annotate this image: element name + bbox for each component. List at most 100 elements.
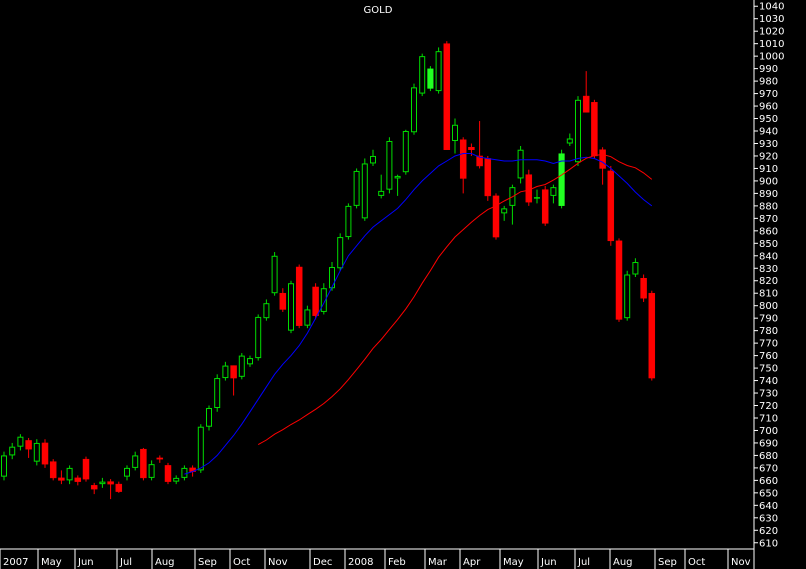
candle <box>632 258 639 277</box>
candle <box>58 470 65 485</box>
y-tick-label: 620 <box>759 526 778 537</box>
x-tick-label: Sep <box>198 557 217 568</box>
candle-body <box>173 477 180 482</box>
candle <box>140 447 147 481</box>
y-tick-label: 1010 <box>759 39 784 50</box>
candle-body <box>378 190 385 196</box>
candle-body <box>402 131 409 173</box>
x-tick-label: Aug <box>613 557 633 568</box>
candle <box>534 189 540 204</box>
candle <box>156 455 164 463</box>
y-tick-label: 690 <box>759 438 778 449</box>
candle-body <box>58 477 65 481</box>
x-tick-label: Jul <box>577 557 590 568</box>
y-tick-label: 820 <box>759 276 778 287</box>
candle <box>509 184 516 225</box>
candle-body <box>148 464 155 478</box>
candle-body <box>370 155 376 164</box>
candle-body <box>534 197 540 199</box>
y-tick-label: 920 <box>759 151 778 162</box>
candle-body <box>312 286 319 316</box>
candle-body <box>443 43 451 150</box>
y-tick-label: 1000 <box>759 52 784 63</box>
candle-body <box>25 440 32 450</box>
candle <box>295 264 303 329</box>
candle-body <box>435 51 442 92</box>
x-tick-label: Jun <box>540 557 557 568</box>
candle <box>435 47 442 94</box>
candle <box>66 465 73 485</box>
y-tick-label: 1040 <box>759 2 784 13</box>
candle-body <box>345 205 352 238</box>
candle-body <box>411 87 417 133</box>
candle-body <box>304 309 311 326</box>
candle <box>443 41 451 150</box>
candle-body <box>320 288 327 312</box>
candle <box>17 434 24 451</box>
y-tick-label: 910 <box>759 164 778 175</box>
candle-body <box>99 481 106 485</box>
candle <box>247 355 253 367</box>
candle-body <box>419 56 426 94</box>
candle-body <box>156 457 164 460</box>
y-tick-label: 780 <box>759 326 778 337</box>
candle <box>132 451 139 471</box>
y-tick-label: 970 <box>759 89 778 100</box>
candle <box>164 462 172 485</box>
x-tick-label: Jul <box>119 557 132 568</box>
candle-body <box>214 378 221 409</box>
candle <box>222 361 229 381</box>
candle <box>181 465 188 481</box>
candle-body <box>361 163 368 219</box>
candle-body-highlight <box>427 68 434 89</box>
candle <box>304 305 311 329</box>
y-tick-label: 990 <box>759 64 778 75</box>
candle-body <box>222 365 229 379</box>
candle-body-highlight <box>558 153 565 206</box>
candle <box>394 174 401 196</box>
candle-body <box>1 455 7 477</box>
candle <box>197 424 204 473</box>
candle-body <box>82 458 90 480</box>
moving-average-long-line <box>257 153 653 446</box>
x-tick-label: May <box>503 557 524 568</box>
candle-body <box>49 461 57 479</box>
candle-body <box>33 442 40 462</box>
y-tick-label: 660 <box>759 476 778 487</box>
candle-body <box>66 467 73 481</box>
candle <box>337 233 344 271</box>
candle-body <box>541 189 549 224</box>
candle-body <box>271 255 278 294</box>
x-tick-label: Jun <box>77 557 94 568</box>
y-tick-label: 860 <box>759 226 778 237</box>
x-tick-label: 2007 <box>3 557 28 568</box>
candle-body <box>74 477 82 482</box>
candle <box>640 274 647 302</box>
x-tick-label: Sep <box>658 557 677 568</box>
candle <box>1 451 7 481</box>
candle-body <box>550 187 557 196</box>
candle <box>99 477 106 488</box>
y-tick-label: 680 <box>759 451 778 462</box>
candle <box>288 280 294 334</box>
candle-body <box>124 467 130 477</box>
x-tick-label: Oct <box>233 557 250 568</box>
candle <box>263 299 270 321</box>
candle-body <box>263 303 270 319</box>
candle-body <box>394 175 401 179</box>
candle-body <box>607 170 615 242</box>
y-tick-label: 960 <box>759 102 778 113</box>
candle <box>459 137 467 194</box>
x-tick-label: May <box>41 557 62 568</box>
candle-body <box>386 140 393 190</box>
candle-body <box>9 446 16 456</box>
candle <box>419 53 426 97</box>
candle <box>550 184 557 204</box>
candle-body <box>247 358 253 365</box>
candle <box>41 439 49 468</box>
y-tick-label: 890 <box>759 189 778 200</box>
y-tick-label: 730 <box>759 389 778 400</box>
y-tick-label: 830 <box>759 264 778 275</box>
candle <box>566 133 573 146</box>
